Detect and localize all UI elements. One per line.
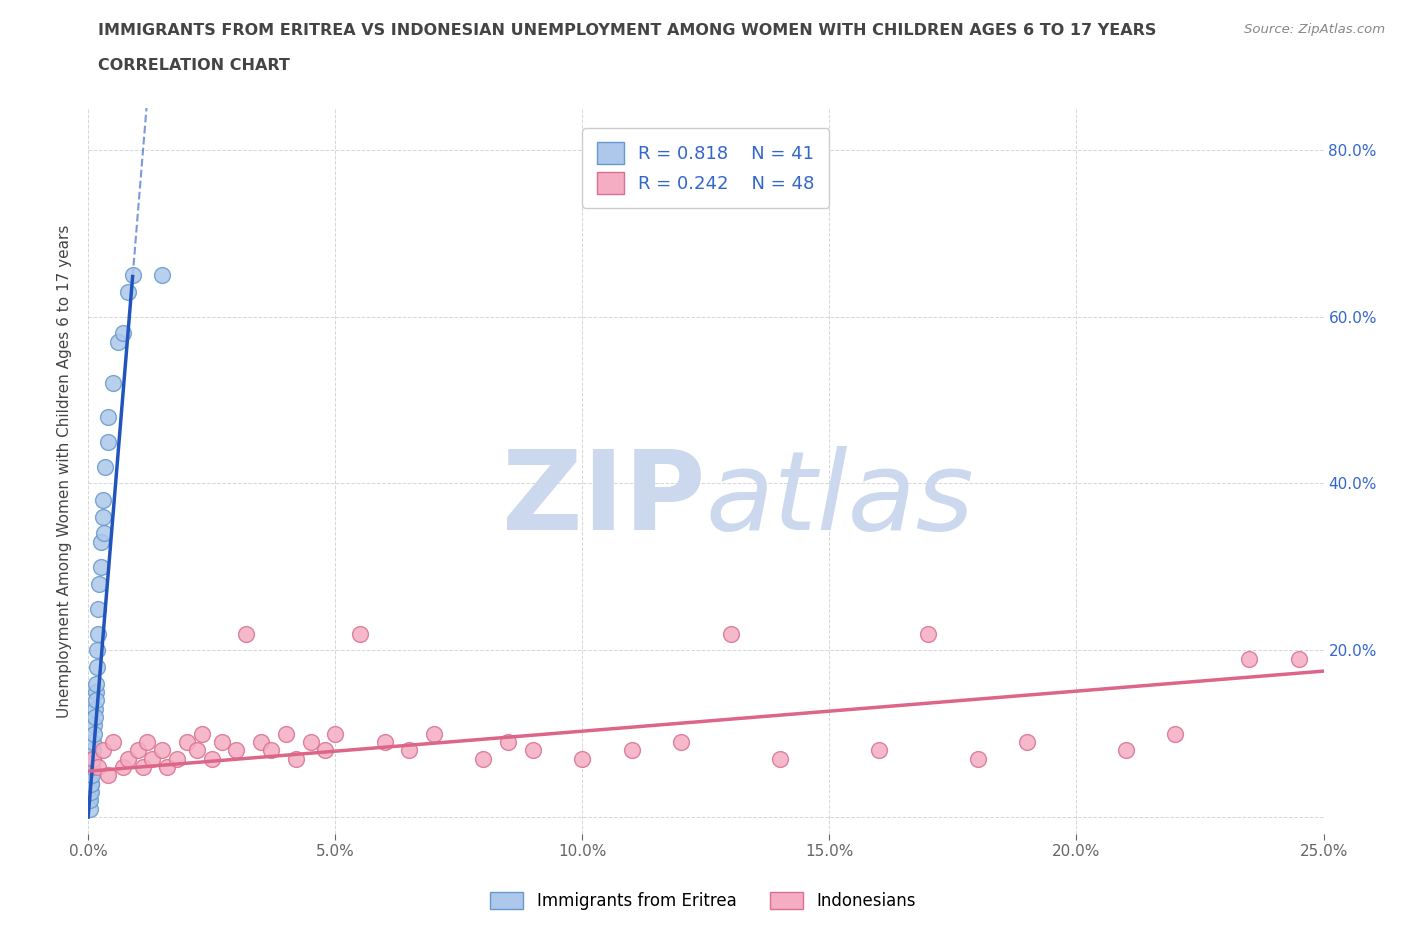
Point	[225, 743, 247, 758]
Point	[83, 726, 105, 741]
Point	[769, 751, 792, 766]
Text: atlas: atlas	[706, 446, 974, 553]
Point	[79, 785, 101, 800]
Point	[127, 743, 149, 758]
Point	[260, 743, 283, 758]
Point	[94, 459, 117, 474]
Point	[77, 793, 100, 808]
Point	[131, 760, 153, 775]
Point	[186, 743, 208, 758]
Point	[111, 760, 134, 775]
Point	[97, 434, 120, 449]
Point	[349, 626, 371, 641]
Point	[868, 743, 890, 758]
Point	[917, 626, 939, 641]
Text: IMMIGRANTS FROM ERITREA VS INDONESIAN UNEMPLOYMENT AMONG WOMEN WITH CHILDREN AGE: IMMIGRANTS FROM ERITREA VS INDONESIAN UN…	[98, 23, 1157, 38]
Point	[176, 735, 198, 750]
Point	[136, 735, 159, 750]
Legend: R = 0.818    N = 41, R = 0.242    N = 48: R = 0.818 N = 41, R = 0.242 N = 48	[582, 128, 830, 208]
Point	[299, 735, 322, 750]
Point	[82, 735, 104, 750]
Point	[211, 735, 233, 750]
Point	[80, 760, 103, 775]
Point	[87, 601, 110, 616]
Text: CORRELATION CHART: CORRELATION CHART	[98, 58, 290, 73]
Point	[141, 751, 163, 766]
Point	[472, 751, 495, 766]
Point	[1115, 743, 1137, 758]
Point	[720, 626, 742, 641]
Point	[323, 726, 346, 741]
Point	[107, 334, 129, 349]
Point	[87, 626, 110, 641]
Point	[82, 751, 104, 766]
Legend: Immigrants from Eritrea, Indonesians: Immigrants from Eritrea, Indonesians	[484, 885, 922, 917]
Point	[101, 735, 124, 750]
Point	[101, 376, 124, 391]
Text: Source: ZipAtlas.com: Source: ZipAtlas.com	[1244, 23, 1385, 36]
Point	[117, 751, 139, 766]
Text: ZIP: ZIP	[502, 446, 706, 553]
Point	[150, 268, 173, 283]
Point	[496, 735, 519, 750]
Point	[1239, 651, 1261, 666]
Point	[82, 751, 104, 766]
Point	[84, 684, 107, 699]
Point	[86, 643, 108, 658]
Point	[250, 735, 273, 750]
Point	[966, 751, 988, 766]
Point	[121, 268, 143, 283]
Point	[84, 710, 107, 724]
Point	[235, 626, 257, 641]
Point	[1288, 651, 1310, 666]
Point	[87, 760, 110, 775]
Point	[91, 510, 114, 525]
Point	[93, 526, 115, 541]
Point	[80, 777, 103, 791]
Point	[398, 743, 420, 758]
Point	[82, 743, 104, 758]
Point	[83, 718, 105, 733]
Point	[87, 576, 110, 591]
Point	[191, 726, 214, 741]
Point	[86, 659, 108, 674]
Point	[571, 751, 593, 766]
Point	[1015, 735, 1038, 750]
Point	[97, 768, 120, 783]
Point	[79, 777, 101, 791]
Y-axis label: Unemployment Among Women with Children Ages 6 to 17 years: Unemployment Among Women with Children A…	[58, 224, 72, 718]
Point	[84, 693, 107, 708]
Point	[84, 676, 107, 691]
Point	[82, 751, 104, 766]
Point	[117, 284, 139, 299]
Point	[201, 751, 224, 766]
Point	[89, 535, 111, 550]
Point	[79, 793, 101, 808]
Point	[150, 743, 173, 758]
Point	[83, 701, 105, 716]
Point	[91, 493, 114, 508]
Point	[274, 726, 297, 741]
Point	[314, 743, 336, 758]
Point	[669, 735, 692, 750]
Point	[284, 751, 307, 766]
Point	[80, 768, 103, 783]
Point	[423, 726, 446, 741]
Point	[80, 768, 103, 783]
Point	[82, 760, 104, 775]
Point	[97, 409, 120, 424]
Point	[79, 802, 101, 817]
Point	[166, 751, 188, 766]
Point	[522, 743, 544, 758]
Point	[374, 735, 396, 750]
Point	[620, 743, 643, 758]
Point	[111, 326, 134, 340]
Point	[91, 743, 114, 758]
Point	[89, 559, 111, 574]
Point	[156, 760, 179, 775]
Point	[1164, 726, 1187, 741]
Point	[79, 785, 101, 800]
